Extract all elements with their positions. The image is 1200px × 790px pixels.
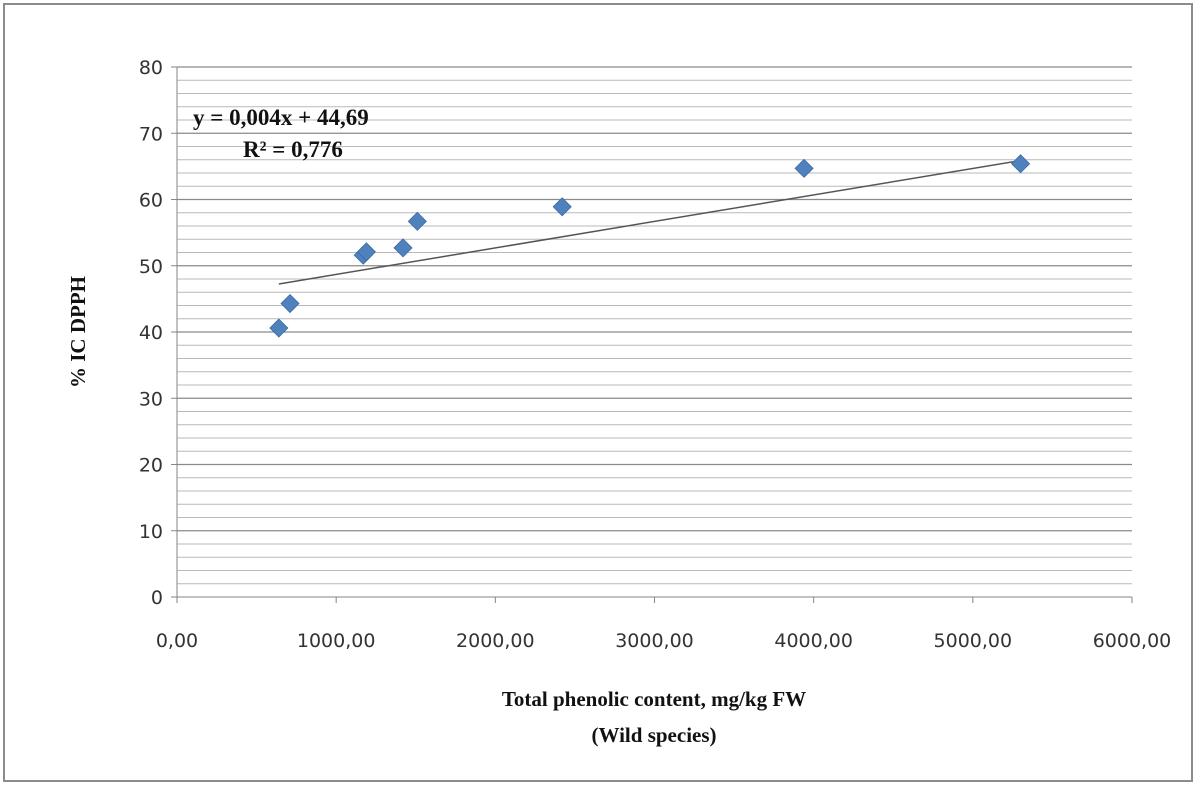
gridlines <box>177 66 1132 585</box>
x-axis-title: Total phenolic content, mg/kg FW <box>502 687 806 711</box>
data-point-diamond <box>407 211 427 231</box>
data-point-diamond <box>794 158 814 178</box>
data-point-diamond <box>1011 154 1031 174</box>
y-tick-label: 70 <box>139 123 163 145</box>
trendline <box>278 159 1021 285</box>
data-point-diamond <box>356 242 376 262</box>
x-tick-label: 6000,00 <box>1093 630 1172 652</box>
y-tick-label: 50 <box>139 256 163 278</box>
data-points <box>269 154 1031 338</box>
trendline-equation: y = 0,004x + 44,69 <box>193 105 369 130</box>
chart-frame: 0 10 20 30 40 50 60 70 80 0,00 1000,00 2000,00 3000… <box>3 3 1193 782</box>
data-point-diamond <box>280 293 300 314</box>
data-point-diamond <box>552 197 572 217</box>
x-tick-label: 5000,00 <box>934 630 1013 652</box>
y-tick-label: 80 <box>139 57 163 79</box>
y-axis-title: % IC DPPH <box>66 276 90 388</box>
x-tick-label: 2000,00 <box>456 630 535 652</box>
y-tick-label: 60 <box>139 190 163 212</box>
y-tick-label: 10 <box>139 521 163 543</box>
x-axis-subtitle: (Wild species) <box>591 723 716 747</box>
x-tick-label: 4000,00 <box>774 630 853 652</box>
y-tick-label: 30 <box>139 388 163 410</box>
data-point-diamond <box>269 318 289 338</box>
scatter-chart: 0 10 20 30 40 50 60 70 80 0,00 1000,00 2000,00 3000… <box>66 57 1171 747</box>
y-tick-label: 0 <box>151 587 163 609</box>
data-point-diamond <box>393 238 413 258</box>
y-tick-label: 20 <box>139 455 163 477</box>
y-tick-labels: 0 10 20 30 40 50 60 70 80 <box>139 57 177 609</box>
x-tick-label: 3000,00 <box>615 630 694 652</box>
x-tick-labels: 0,00 1000,00 2000,00 3000,00 4000,00 5000,00 6… <box>156 597 1171 652</box>
x-tick-label: 0,00 <box>156 630 198 652</box>
x-tick-label: 1000,00 <box>297 630 376 652</box>
y-tick-label: 40 <box>139 322 163 344</box>
trendline-r2: R² = 0,776 <box>243 137 343 162</box>
